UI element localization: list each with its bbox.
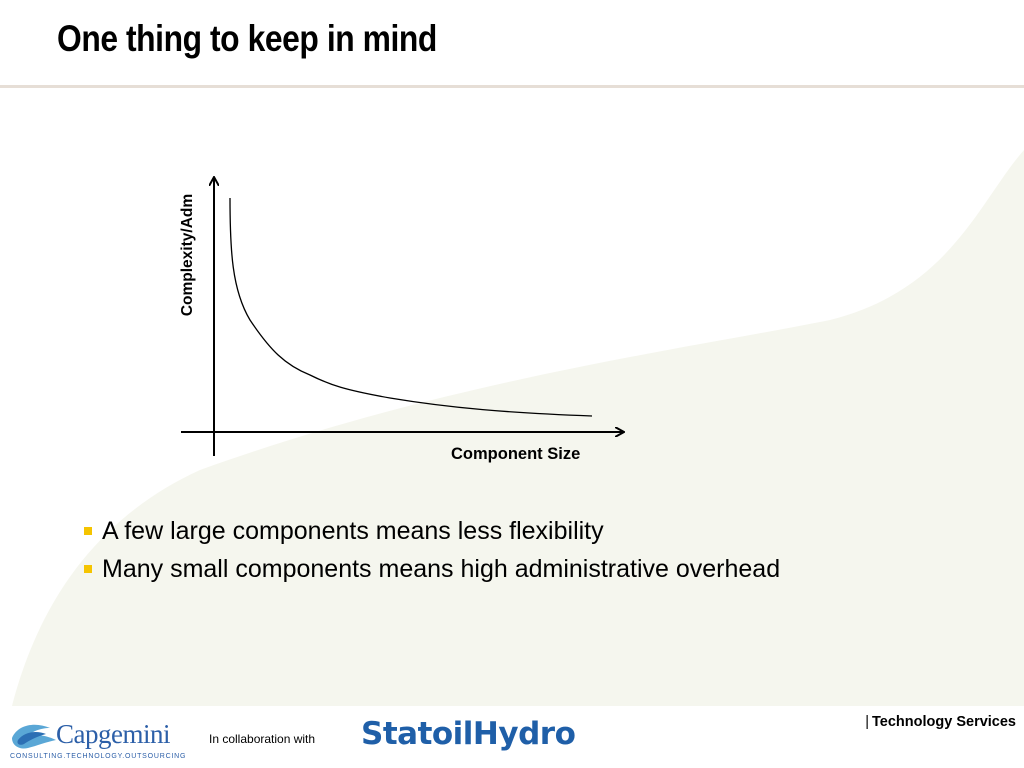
capgemini-tagline: CONSULTING.TECHNOLOGY.OUTSOURCING [10,753,187,760]
complexity-size-diagram [181,170,640,456]
capgemini-logo: Capgemini CONSULTING.TECHNOLOGY.OUTSOURC… [8,717,185,765]
x-axis-label: Component Size [451,445,581,463]
division-text: Technology Services [872,714,1016,730]
bullet-item: Many small components means high adminis… [84,550,780,588]
complexity-curve [229,197,593,417]
bullet-list: A few large components means less flexib… [84,512,780,588]
square-bullet-icon [84,565,92,573]
square-bullet-icon [84,527,92,535]
bullet-text: A few large components means less flexib… [102,516,604,545]
bullet-text: Many small components means high adminis… [102,554,781,583]
bullet-item: A few large components means less flexib… [84,512,780,550]
separator: | [865,714,870,730]
slide-title: One thing to keep in mind [57,18,437,59]
slide-footer: Capgemini CONSULTING.TECHNOLOGY.OUTSOURC… [0,706,1024,768]
title-divider [0,85,1024,88]
capgemini-wordmark: Capgemini [56,719,170,749]
statoilhydro-logo: StatoilHydro [361,716,576,752]
division-label: | Technology Services [865,714,1016,730]
collaboration-text: In collaboration with [209,732,316,746]
spade-swirl-icon [12,724,56,749]
